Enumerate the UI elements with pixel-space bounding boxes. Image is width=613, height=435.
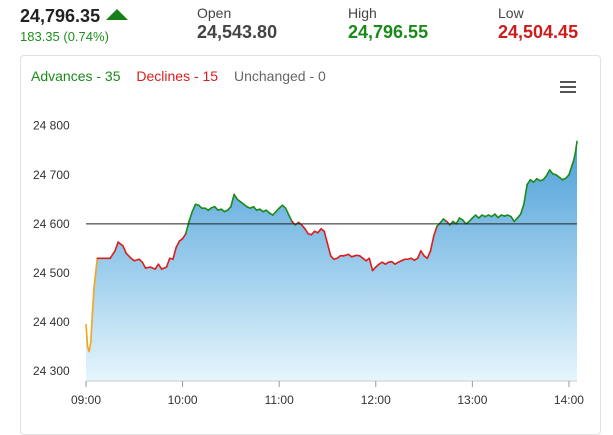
- intraday-chart: 24 300 24 400 24 500 24 600 24 700 24 800 09:0…: [21, 56, 600, 434]
- last-price: 24,796.35: [20, 6, 128, 27]
- y-tick-label: 24 300: [33, 364, 70, 378]
- x-tick-label: 13:00: [457, 393, 487, 407]
- price-change: 183.35 (0.74%): [20, 29, 109, 44]
- x-tick-label: 11:00: [265, 393, 294, 407]
- open-label: Open: [197, 5, 231, 21]
- y-tick-label: 24 700: [33, 168, 70, 182]
- low-value: 24,504.45: [498, 22, 578, 43]
- open-value: 24,543.80: [197, 22, 277, 43]
- x-tick-label: 10:00: [168, 393, 198, 407]
- x-tick-label: 14:00: [554, 393, 584, 407]
- high-value: 24,796.55: [348, 22, 428, 43]
- y-tick-label: 24 500: [33, 266, 70, 280]
- up-arrow-icon: [106, 9, 128, 20]
- chart-panel: Advances - 35 Declines - 15 Unchanged - …: [20, 55, 601, 435]
- y-tick-label: 24 400: [33, 315, 70, 329]
- high-label: High: [348, 5, 377, 21]
- price-area: [86, 141, 577, 381]
- low-label: Low: [498, 5, 524, 21]
- x-tick-label: 12:00: [361, 393, 391, 407]
- x-tick-label: 09:00: [71, 393, 101, 407]
- y-tick-label: 24 600: [33, 217, 70, 231]
- y-tick-label: 24 800: [33, 119, 70, 133]
